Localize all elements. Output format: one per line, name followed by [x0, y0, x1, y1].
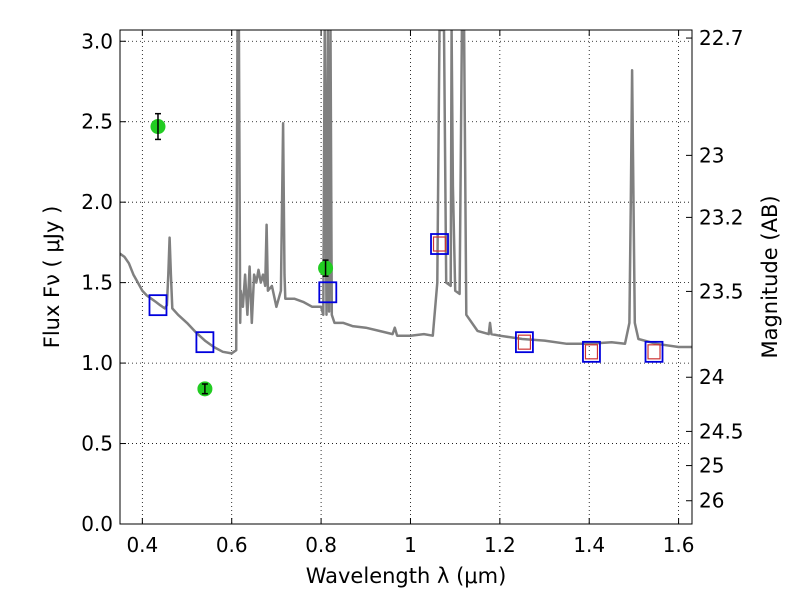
y-tick-label: 1.0: [81, 351, 113, 375]
plot-area: [120, 30, 692, 397]
x-tick-label: 0.6: [216, 533, 248, 557]
mag-tick-label: 24: [699, 365, 724, 389]
x-tick-label: 0.8: [305, 533, 337, 557]
y2-axis-label: Magnitude (AB): [758, 195, 782, 358]
mag-tick-label: 22.7: [699, 26, 744, 50]
mag-tick-label: 25: [699, 454, 724, 478]
y-tick-label: 0.0: [81, 512, 113, 536]
y-tick-label: 0.5: [81, 432, 113, 456]
x-tick-label: 1.6: [663, 533, 695, 557]
model-flux-square: [430, 233, 449, 255]
x-tick-label: 0.4: [126, 533, 158, 557]
plot-frame: [119, 29, 693, 525]
observed-flux-square: [517, 334, 532, 350]
model-flux-square: [318, 281, 338, 304]
mag-tick-label: 24.5: [699, 419, 744, 443]
observed-flux-square: [432, 236, 447, 252]
x-tick-label: 1.4: [573, 533, 605, 557]
y-tick-label: 1.5: [81, 271, 113, 295]
model-flux-square: [515, 331, 534, 354]
mag-tick-label: 23.2: [699, 205, 744, 229]
model-flux-square: [582, 340, 601, 363]
x-axis-label: Wavelength λ (μm): [306, 564, 507, 588]
mag-tick-label: 23.5: [699, 279, 744, 303]
observed-flux-square: [584, 344, 599, 360]
y-tick-label: 2.5: [81, 110, 113, 134]
y-tick-label: 3.0: [81, 29, 113, 53]
y-axis-label: Flux Fν ( μJy ): [40, 206, 64, 349]
model-flux-square: [148, 294, 168, 317]
model-flux-square: [195, 331, 215, 354]
axis-ticks: 0.4 0.6 0.8 1 1.2 1.4 1.6 0.0 0.5 1.0 1.5 2.0 2.5 3.0…: [81, 26, 743, 557]
observed-flux-square: [647, 344, 661, 360]
model-flux-square: [644, 340, 664, 363]
mag-tick-label: 26: [699, 489, 724, 513]
mag-tick-label: 23: [699, 143, 724, 167]
plot-series-group: [120, 30, 692, 397]
x-tick-label: 1.2: [484, 533, 516, 557]
y-tick-label: 2.0: [81, 190, 113, 214]
spectrum-line: [120, 30, 692, 355]
grid-lines: [120, 30, 692, 525]
x-tick-label: 1: [404, 533, 417, 557]
